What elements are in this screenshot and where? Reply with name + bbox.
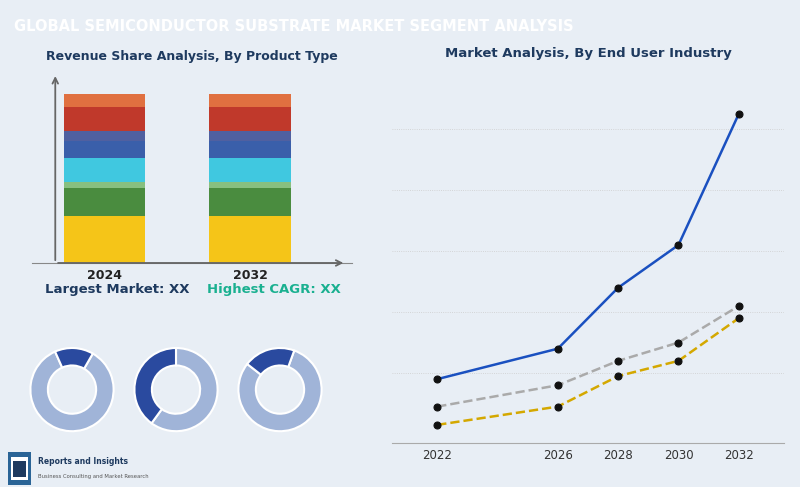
Title: Market Analysis, By End User Industry: Market Analysis, By End User Industry xyxy=(445,47,731,60)
Wedge shape xyxy=(134,348,176,423)
Wedge shape xyxy=(55,348,93,369)
Wedge shape xyxy=(151,348,218,431)
Bar xyxy=(64,158,146,182)
Bar xyxy=(210,141,291,158)
Bar xyxy=(64,182,146,188)
Bar xyxy=(210,94,291,107)
Wedge shape xyxy=(247,348,294,375)
Bar xyxy=(64,141,146,158)
Bar xyxy=(64,94,146,107)
Text: Business Consulting and Market Research: Business Consulting and Market Research xyxy=(38,474,149,479)
Wedge shape xyxy=(30,352,114,431)
FancyBboxPatch shape xyxy=(14,461,26,477)
Bar xyxy=(210,107,291,131)
Bar xyxy=(64,131,146,141)
Title: Revenue Share Analysis, By Product Type: Revenue Share Analysis, By Product Type xyxy=(46,50,338,63)
Bar xyxy=(210,131,291,141)
Bar xyxy=(64,188,146,216)
FancyBboxPatch shape xyxy=(11,457,28,480)
Bar xyxy=(210,158,291,182)
Bar xyxy=(64,216,146,263)
Text: Highest CAGR: XX: Highest CAGR: XX xyxy=(206,283,341,296)
Bar xyxy=(210,182,291,188)
Bar xyxy=(210,216,291,263)
FancyBboxPatch shape xyxy=(8,452,31,485)
Text: GLOBAL SEMICONDUCTOR SUBSTRATE MARKET SEGMENT ANALYSIS: GLOBAL SEMICONDUCTOR SUBSTRATE MARKET SE… xyxy=(14,19,574,34)
Wedge shape xyxy=(238,351,322,431)
Text: Largest Market: XX: Largest Market: XX xyxy=(46,283,190,296)
Bar xyxy=(210,188,291,216)
Text: Reports and Insights: Reports and Insights xyxy=(38,457,128,466)
Bar xyxy=(64,107,146,131)
